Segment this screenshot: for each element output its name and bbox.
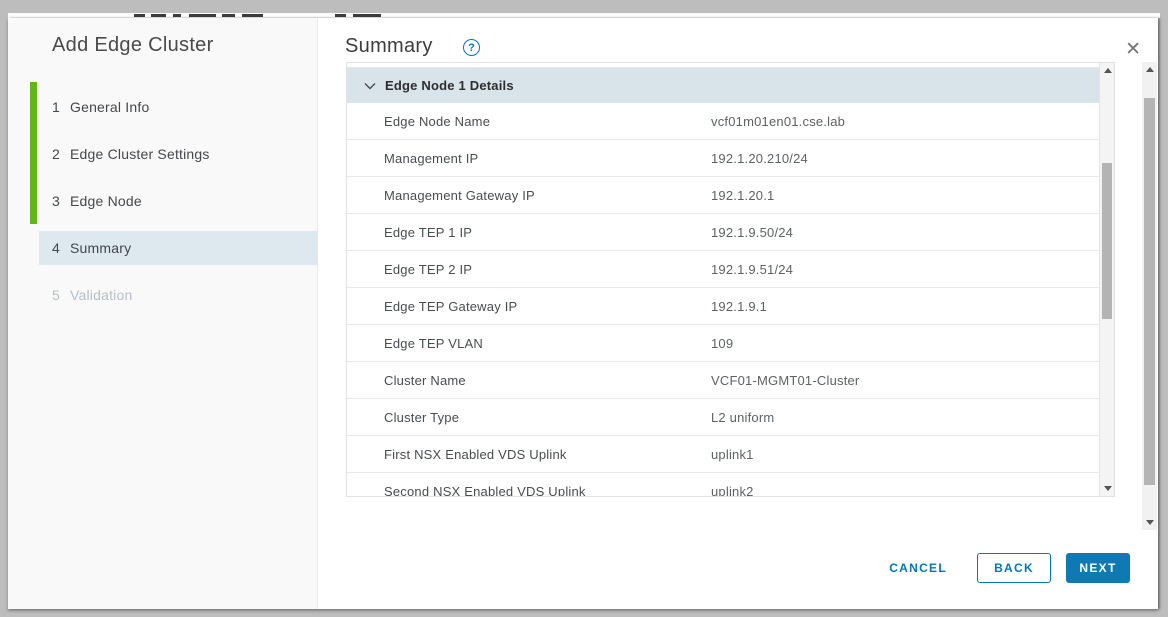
scroll-down-arrow-icon[interactable] bbox=[1142, 515, 1157, 530]
summary-table: Edge Node 1 Details Edge Node Name vcf01… bbox=[346, 62, 1115, 497]
scroll-up-arrow-icon[interactable] bbox=[1100, 63, 1115, 78]
table-scrollbar[interactable] bbox=[1099, 63, 1114, 496]
step-summary[interactable]: 4 Summary bbox=[39, 231, 318, 265]
row-value: 192.1.9.50/24 bbox=[711, 225, 794, 240]
row-label: Edge TEP 2 IP bbox=[384, 262, 473, 277]
row-value: 192.1.9.51/24 bbox=[711, 262, 794, 277]
step-validation: 5 Validation bbox=[39, 278, 318, 312]
step-edge-node[interactable]: 3 Edge Node bbox=[39, 184, 318, 218]
table-row: Edge Node Name vcf01m01en01.cse.lab bbox=[347, 103, 1099, 140]
section-header-label: Edge Node 1 Details bbox=[385, 78, 514, 93]
step-label: Edge Cluster Settings bbox=[70, 146, 210, 162]
step-number: 2 bbox=[52, 146, 60, 162]
row-value: 192.1.20.1 bbox=[711, 188, 775, 203]
row-value: uplink2 bbox=[711, 484, 754, 496]
page-title: Summary bbox=[345, 35, 433, 57]
row-value: vcf01m01en01.cse.lab bbox=[711, 114, 846, 129]
dialog-scrollbar-thumb[interactable] bbox=[1144, 98, 1155, 485]
table-row: Management Gateway IP 192.1.20.1 bbox=[347, 177, 1099, 214]
table-row: Edge TEP Gateway IP 192.1.9.1 bbox=[347, 288, 1099, 325]
table-row: Management IP 192.1.20.210/24 bbox=[347, 140, 1099, 177]
step-number: 3 bbox=[52, 193, 60, 209]
step-label: Edge Node bbox=[70, 193, 142, 209]
background-clipped-content bbox=[8, 13, 1160, 18]
next-button[interactable]: NEXT bbox=[1066, 553, 1130, 583]
background-text-fragment bbox=[134, 14, 145, 17]
row-label: First NSX Enabled VDS Uplink bbox=[384, 447, 567, 462]
scroll-down-arrow-icon[interactable] bbox=[1100, 481, 1115, 496]
step-number: 5 bbox=[52, 287, 60, 303]
dialog-footer: CANCEL BACK NEXT bbox=[879, 553, 1130, 583]
row-label: Edge TEP VLAN bbox=[384, 336, 483, 351]
step-number: 1 bbox=[52, 99, 60, 115]
background-text-fragment bbox=[335, 14, 346, 17]
step-edge-cluster-settings[interactable]: 2 Edge Cluster Settings bbox=[39, 137, 318, 171]
row-label: Edge Node Name bbox=[384, 114, 491, 129]
table-row: First NSX Enabled VDS Uplink uplink1 bbox=[347, 436, 1099, 473]
table-row: Cluster Type L2 uniform bbox=[347, 399, 1099, 436]
section-header-edge-node-1-details[interactable]: Edge Node 1 Details bbox=[347, 68, 1099, 103]
add-edge-cluster-dialog: Add Edge Cluster 1 General Info 2 Edge C… bbox=[8, 18, 1158, 609]
row-label: Cluster Type bbox=[384, 410, 460, 425]
summary-table-scroll-viewport: Edge Node 1 Details Edge Node Name vcf01… bbox=[347, 63, 1099, 496]
step-label: Summary bbox=[70, 240, 132, 256]
table-row: Edge TEP 2 IP 192.1.9.51/24 bbox=[347, 251, 1099, 288]
row-value: uplink1 bbox=[711, 447, 754, 462]
row-value: 192.1.20.210/24 bbox=[711, 151, 808, 166]
step-label: General Info bbox=[70, 99, 150, 115]
background-text-fragment bbox=[222, 14, 235, 17]
row-value: 192.1.9.1 bbox=[711, 299, 768, 314]
row-label: Edge TEP 1 IP bbox=[384, 225, 473, 240]
scroll-up-arrow-icon[interactable] bbox=[1142, 62, 1157, 77]
row-label: Edge TEP Gateway IP bbox=[384, 299, 518, 314]
dialog-scrollbar[interactable] bbox=[1142, 62, 1157, 530]
background-text-fragment bbox=[189, 14, 216, 17]
background-text-fragment bbox=[173, 14, 181, 17]
step-label: Validation bbox=[70, 287, 133, 303]
background-text-fragment bbox=[242, 14, 263, 17]
row-label: Second NSX Enabled VDS Uplink bbox=[384, 484, 586, 496]
chevron-down-icon bbox=[364, 82, 376, 89]
wizard-progress-bar bbox=[30, 82, 37, 224]
row-value: 109 bbox=[711, 336, 734, 351]
table-scrollbar-thumb[interactable] bbox=[1102, 163, 1112, 319]
cancel-button[interactable]: CANCEL bbox=[879, 553, 957, 583]
close-icon[interactable]: ✕ bbox=[1125, 39, 1141, 60]
table-row: Second NSX Enabled VDS Uplink uplink2 bbox=[347, 473, 1099, 496]
previous-row-clipped bbox=[347, 63, 1099, 68]
wizard-sidebar: Add Edge Cluster 1 General Info 2 Edge C… bbox=[8, 18, 318, 609]
background-text-fragment bbox=[151, 14, 166, 17]
table-row: Cluster Name VCF01-MGMT01-Cluster bbox=[347, 362, 1099, 399]
row-label: Cluster Name bbox=[384, 373, 466, 388]
row-value: L2 uniform bbox=[711, 410, 775, 425]
back-button[interactable]: BACK bbox=[977, 553, 1051, 583]
table-row: Edge TEP 1 IP 192.1.9.50/24 bbox=[347, 214, 1099, 251]
step-general-info[interactable]: 1 General Info bbox=[39, 90, 318, 124]
dialog-title: Add Edge Cluster bbox=[52, 34, 214, 56]
row-value: VCF01-MGMT01-Cluster bbox=[711, 373, 860, 388]
table-row: Edge TEP VLAN 109 bbox=[347, 325, 1099, 362]
help-icon[interactable]: ? bbox=[463, 39, 480, 56]
row-label: Management IP bbox=[384, 151, 479, 166]
step-content-panel: Summary ? ✕ Edge Node 1 Details Edge Nod… bbox=[319, 18, 1158, 609]
row-label: Management Gateway IP bbox=[384, 188, 535, 203]
background-text-fragment bbox=[353, 14, 381, 17]
step-number: 4 bbox=[52, 240, 60, 256]
